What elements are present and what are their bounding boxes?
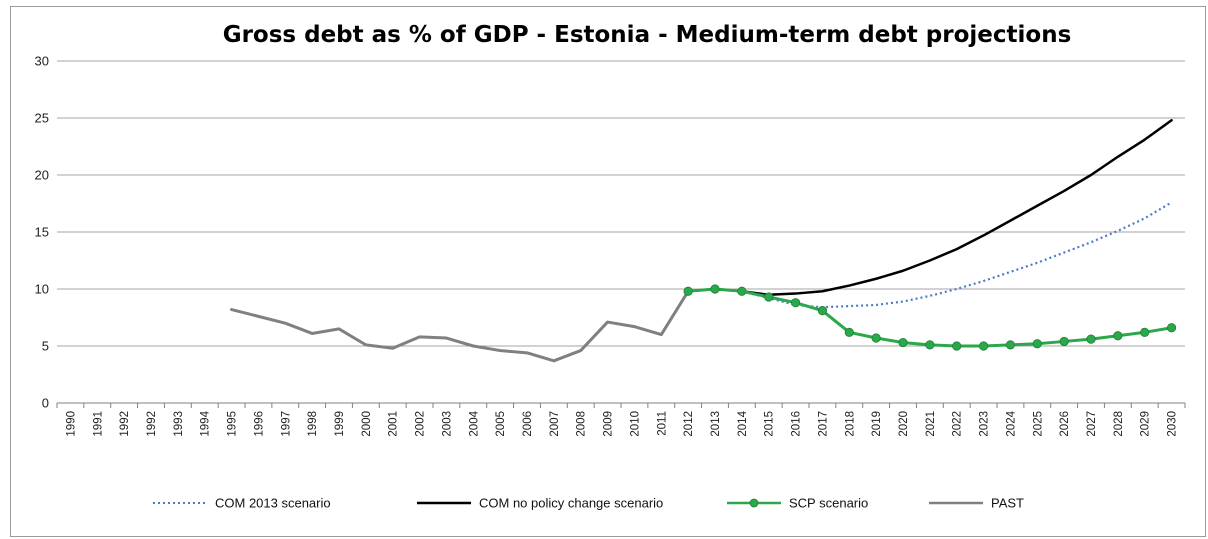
series-lines [230, 119, 1177, 363]
y-tick-label: 20 [35, 168, 49, 183]
x-tick-label: 1997 [280, 411, 292, 437]
x-tick-label: 2024 [1005, 410, 1017, 436]
scp-data-point [925, 340, 935, 350]
scp-data-point [952, 341, 962, 351]
x-tick-label: 2021 [925, 411, 937, 437]
scp-data-point [1059, 336, 1069, 347]
scp-data-point [764, 292, 774, 302]
x-tick-label: 2026 [1059, 411, 1071, 437]
x-tick-label: 2012 [683, 411, 695, 437]
scp-data-point [1113, 331, 1123, 341]
x-tick-label: 2001 [388, 411, 400, 437]
x-tick-label: 1993 [173, 411, 185, 437]
scp-data-point [978, 341, 989, 351]
legend-label: PAST [991, 496, 1024, 511]
x-tick-label: 2018 [844, 411, 856, 437]
x-tick-label: 2029 [1140, 411, 1152, 437]
x-tick-label: 2008 [576, 411, 588, 437]
x-tick-label: 2019 [871, 411, 883, 437]
scp-data-point [844, 327, 854, 337]
x-tick-label: 2003 [441, 411, 453, 437]
gridlines [57, 60, 1185, 404]
series-line-scp-scenario [686, 287, 1174, 348]
y-tick-label: 10 [35, 282, 49, 297]
legend-label: COM 2013 scenario [215, 496, 331, 511]
scp-data-point [1140, 327, 1150, 337]
scp-data-point [1032, 339, 1042, 349]
chart-title: Gross debt as % of GDP - Estonia - Mediu… [223, 22, 1072, 48]
scp-data-point [790, 298, 801, 308]
y-axis: 0 5 10 15 20 25 30 [35, 54, 49, 411]
scp-data-point [1166, 323, 1177, 333]
y-tick-label: 15 [35, 225, 49, 240]
legend-marker [749, 498, 759, 508]
x-tick-label: 2016 [791, 411, 803, 437]
chart-frame: Gross debt as % of GDP - Estonia - Mediu… [10, 6, 1206, 537]
x-tick-label: 2010 [629, 411, 641, 437]
x-tick-label: 2015 [764, 411, 776, 437]
x-tick-label: 2023 [979, 411, 991, 437]
series-line-com-2013-scenario [688, 201, 1173, 309]
series-line-com-no-policy-change-scenario [686, 119, 1173, 296]
scp-data-point [871, 333, 881, 343]
x-tick-label: 2013 [710, 411, 722, 437]
x-tick-label: 1999 [334, 411, 346, 437]
x-tick-label: 2028 [1113, 411, 1125, 437]
x-tick-label: 1990 [65, 411, 77, 437]
x-tick-label: 2020 [898, 411, 910, 437]
scp-data-point [817, 306, 828, 316]
scp-data-point [898, 337, 908, 348]
x-tick-label: 2005 [495, 411, 507, 437]
scp-data-point [683, 286, 693, 296]
x-tick-label: 2017 [817, 411, 829, 437]
y-tick-label: 30 [35, 54, 49, 69]
x-tick-label: 2000 [361, 411, 373, 437]
y-tick-label: 5 [42, 339, 49, 354]
x-tick-label: 2027 [1086, 411, 1098, 437]
x-tick-label: 2007 [549, 411, 561, 437]
x-tick-label: 2004 [468, 410, 480, 436]
scp-data-point [710, 284, 720, 294]
legend-label: SCP scenario [789, 496, 868, 511]
scp-data-point [1086, 334, 1096, 344]
x-tick-label: 1995 [227, 411, 239, 437]
scp-data-point [1005, 340, 1016, 350]
x-tick-label: 1991 [92, 411, 104, 437]
x-tick-label: 1992 [119, 411, 131, 437]
x-tick-label: 2002 [415, 411, 427, 437]
x-tick-label: 2022 [952, 411, 964, 437]
series-line-past [230, 289, 690, 363]
x-tick-label: 1994 [200, 410, 212, 436]
y-tick-label: 0 [42, 396, 49, 411]
x-tick-label: 2009 [603, 411, 615, 437]
x-tick-label: 1996 [253, 411, 265, 437]
line-chart: Gross debt as % of GDP - Estonia - Mediu… [35, 22, 1186, 511]
y-tick-label: 25 [35, 111, 49, 126]
legend: COM 2013 scenario COM no policy change sc… [153, 496, 1024, 511]
x-tick-label: 2030 [1167, 411, 1179, 437]
x-tick-label: 2006 [522, 411, 534, 437]
x-tick-label: 2025 [1032, 411, 1044, 437]
x-tick-label: 2014 [737, 410, 749, 436]
x-tick-label: 1998 [307, 411, 319, 437]
legend-label: COM no policy change scenario [479, 496, 663, 511]
scp-data-point [737, 286, 747, 296]
x-axis: 1990 1991 1992 1992 1993 1994 1995 1996 1997 1998… [56, 402, 1186, 437]
x-tick-label: 1992 [146, 411, 158, 437]
x-tick-label: 2011 [656, 411, 668, 436]
